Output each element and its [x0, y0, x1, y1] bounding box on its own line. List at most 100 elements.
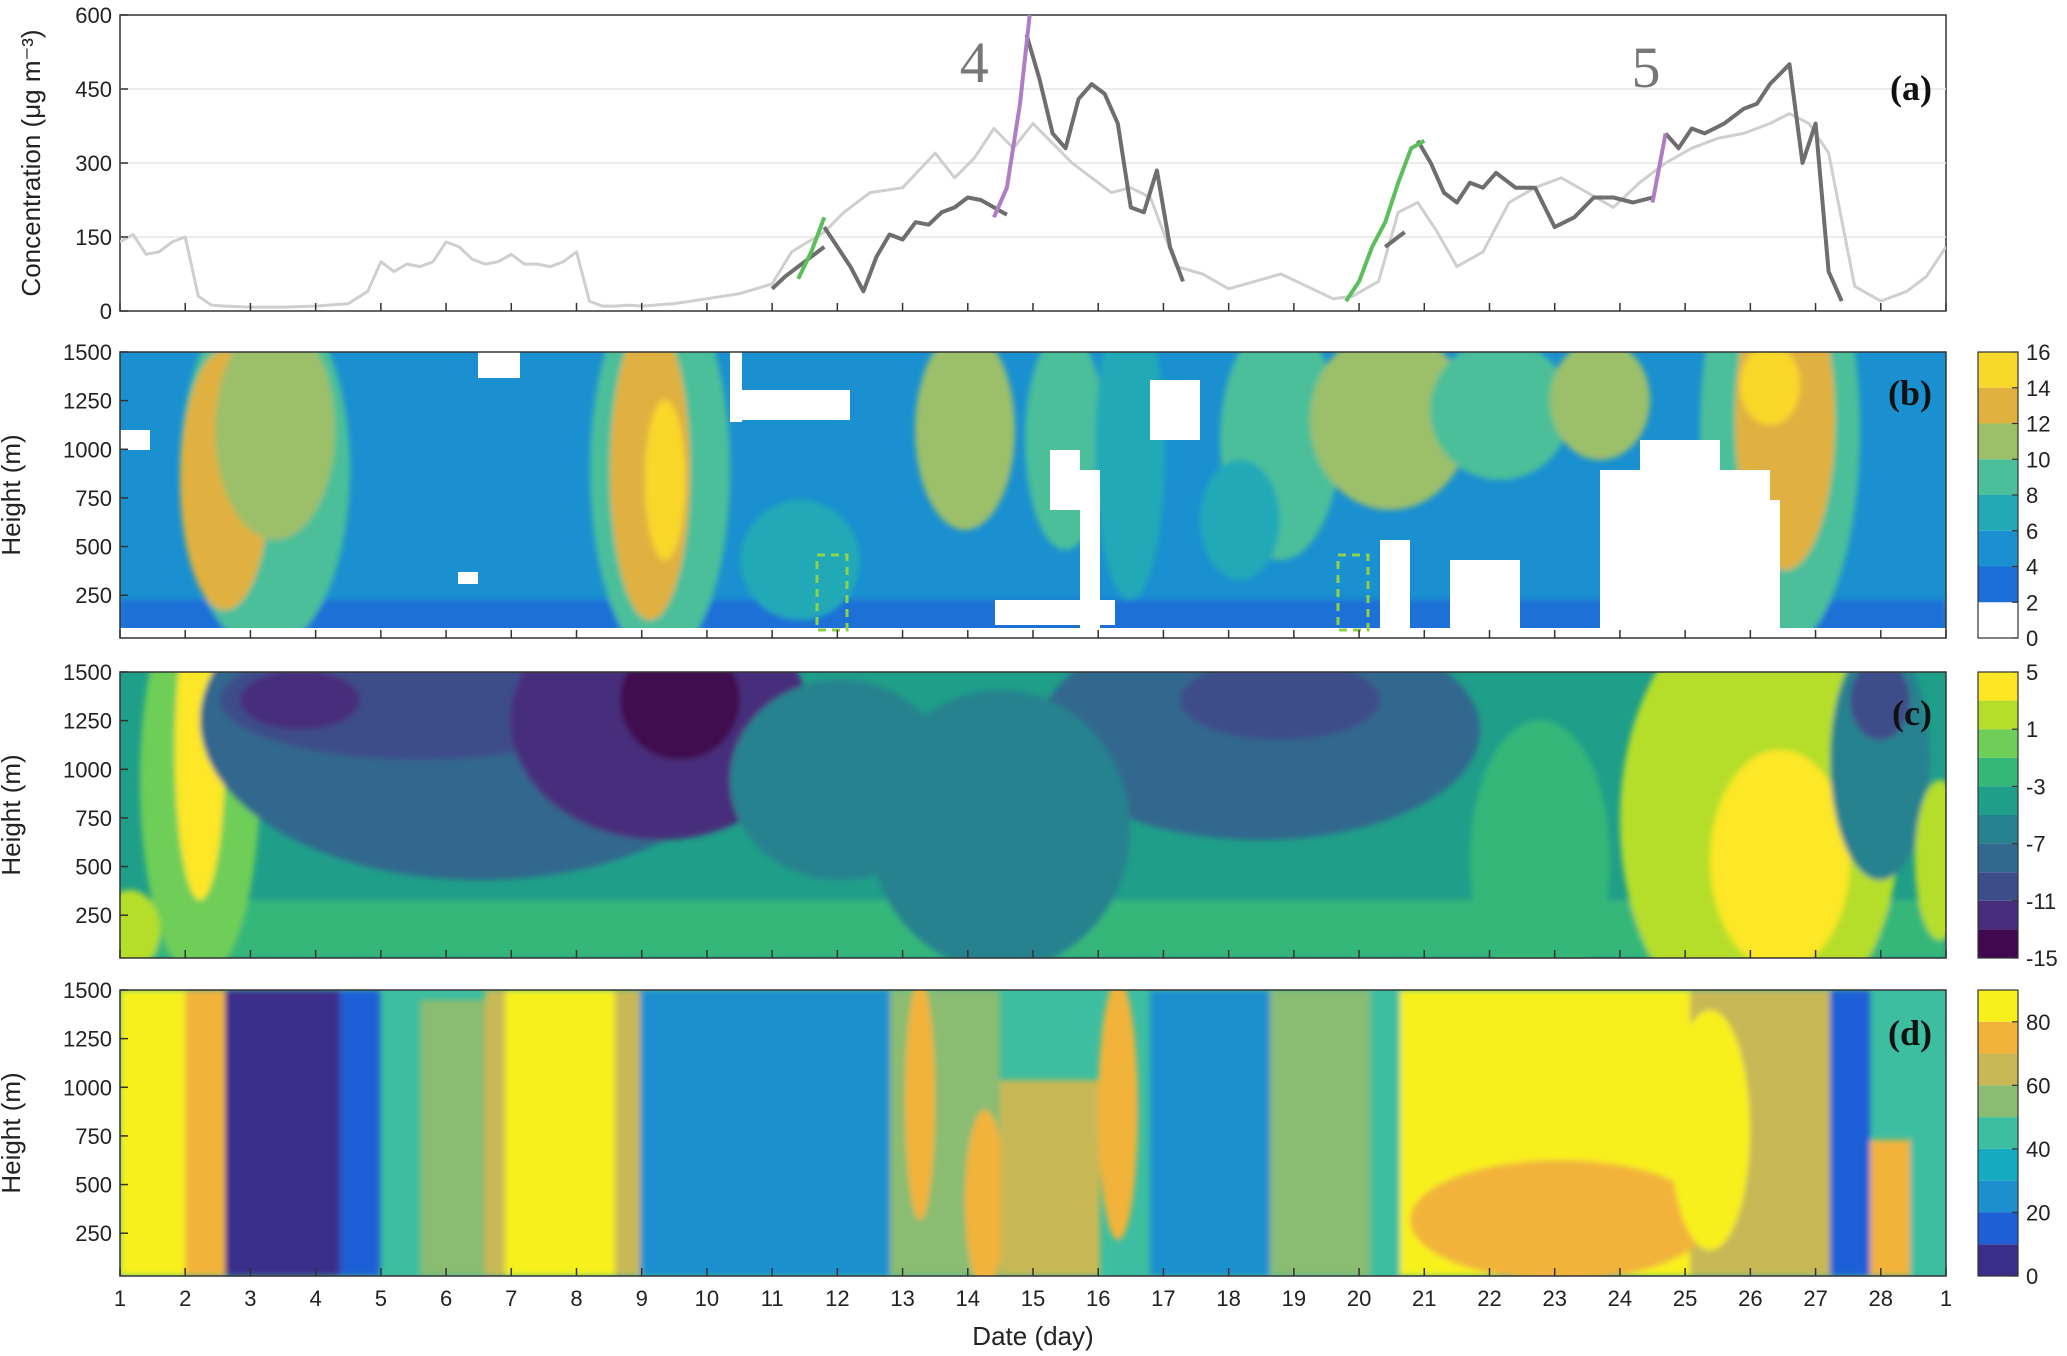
- colorbar-tick-label: 10: [2026, 447, 2050, 472]
- panel-a-series: [120, 15, 1946, 309]
- colorbar-tick-label: 60: [2026, 1073, 2050, 1098]
- colorbar-swatch: [1978, 352, 2018, 388]
- ytick-label: 1500: [63, 660, 112, 685]
- xtick-label: 9: [636, 1286, 648, 1311]
- ytick-label: 1500: [63, 340, 112, 365]
- ytick-label: 1000: [63, 757, 112, 782]
- panel-a-yticks: 0 150 300 450 600: [75, 3, 128, 324]
- xtick-label: 2: [179, 1286, 191, 1311]
- dark-series-line: [822, 195, 1008, 294]
- colorbar-tick-label: 8: [2026, 483, 2038, 508]
- xtick-label: 4: [310, 1286, 322, 1311]
- xtick-label: 13: [890, 1286, 914, 1311]
- ytick-label: 250: [75, 583, 112, 608]
- panel-d-yticks: 250 500 750 1000 1250 1500: [63, 978, 128, 1246]
- ytick-label: 1250: [63, 389, 112, 414]
- panel-c: 250 500 750 1000 1250 1500 Height (m) (c) -15…: [0, 660, 2058, 971]
- panel-a: 0 150 300 450 600 Concentration (μg m⁻³) (a)…: [16, 3, 1947, 324]
- green-series-line: [1344, 139, 1426, 303]
- episode-label-5: 5: [1632, 35, 1661, 100]
- colorbar-swatch: [1978, 459, 2018, 495]
- panel-a-gridlines: [120, 88, 1946, 238]
- xtick-label: 11: [761, 1286, 784, 1311]
- colorbar-tick-label: 1: [2026, 717, 2038, 742]
- ytick-label: 1250: [63, 709, 112, 734]
- xtick-label: 10: [695, 1286, 719, 1311]
- xtick-label: 28: [1869, 1286, 1893, 1311]
- panel-d: 250 500 750 1000 1250 1500 Height (m) (d) 0 20…: [0, 978, 2050, 1289]
- colorbar-swatch: [1978, 1021, 2018, 1054]
- colorbar-tick-label: 14: [2026, 376, 2050, 401]
- panel-c-yticks: 250 500 750 1000 1250 1500: [63, 660, 128, 928]
- xtick-label: 3: [244, 1286, 256, 1311]
- colorbar-tick-label: 4: [2026, 555, 2038, 580]
- x-axis-label: Date (day): [972, 1321, 1093, 1351]
- ytick-label: 450: [75, 77, 112, 102]
- colorbar-tick-label: 0: [2026, 1264, 2038, 1289]
- dark-series-line: [1024, 34, 1185, 283]
- panel-b-label: (b): [1888, 373, 1932, 413]
- panel-b: 250 500 750 1000 1250 1500 Height (m) (b) 0 2 4…: [0, 340, 2050, 651]
- colorbar-swatch: [1978, 872, 2018, 901]
- purple-series-line: [992, 15, 1032, 219]
- colorbar-swatch: [1978, 672, 2018, 701]
- ytick-label: 0: [100, 299, 112, 324]
- ytick-label: 250: [75, 903, 112, 928]
- panel-b-colorbar: 0 2 4 6 8 10 12 14 16: [1977, 340, 2050, 651]
- xtick-label: 1: [1940, 1286, 1952, 1311]
- dark-series-line: [1383, 230, 1406, 249]
- panel-a-label: (a): [1890, 68, 1932, 108]
- ytick-label: 1000: [63, 1075, 112, 1100]
- colorbar-swatch: [1978, 900, 2018, 930]
- purple-series-line: [1650, 133, 1668, 203]
- colorbar-tick-label: 5: [2026, 660, 2038, 685]
- panel-a-ylabel: Concentration (μg m⁻³): [16, 29, 46, 296]
- xtick-label: 20: [1347, 1286, 1371, 1311]
- colorbar-swatch: [1978, 1180, 2018, 1213]
- colorbar-swatch: [1978, 929, 2018, 958]
- colorbar-tick-label: 6: [2026, 519, 2038, 544]
- colorbar-swatch: [1978, 1117, 2018, 1149]
- xtick-label: 14: [956, 1286, 980, 1311]
- colorbar-swatch: [1978, 843, 2018, 873]
- colorbar-swatch: [1978, 1053, 2018, 1086]
- ytick-label: 500: [75, 535, 112, 560]
- xtick-label: 23: [1542, 1286, 1566, 1311]
- colorbar-swatch: [1978, 566, 2018, 603]
- panel-d-field: [120, 990, 1946, 1276]
- ytick-label: 300: [75, 151, 112, 176]
- colorbar-swatch: [1978, 602, 2018, 638]
- xtick-label: 16: [1086, 1286, 1110, 1311]
- colorbar-swatch: [1978, 495, 2018, 531]
- ytick-label: 750: [75, 806, 112, 831]
- colorbar-frame: [1977, 989, 2019, 1277]
- colorbar-swatch: [1978, 530, 2018, 567]
- episode-4-onset-box: [815, 553, 849, 632]
- xtick-label: 12: [825, 1286, 849, 1311]
- panel-c-field: [120, 672, 1946, 958]
- colorbar-tick-label: 16: [2026, 340, 2050, 365]
- colorbar-swatch: [1978, 1148, 2018, 1181]
- colorbar-tick-label: 80: [2026, 1010, 2050, 1035]
- colorbar-swatch: [1978, 786, 2018, 815]
- xtick-label: 6: [440, 1286, 452, 1311]
- colorbar-swatch: [1978, 815, 2018, 844]
- xtick-label: 25: [1673, 1286, 1697, 1311]
- colorbar-tick-label: 40: [2026, 1137, 2050, 1162]
- xtick-label: 8: [570, 1286, 582, 1311]
- dark-series-line: [1416, 139, 1653, 230]
- panel-b-field: [120, 352, 1946, 638]
- colorbar-tick-label: 2: [2026, 590, 2038, 615]
- ytick-label: 150: [75, 225, 112, 250]
- xtick-label: 1: [114, 1286, 126, 1311]
- green-series-line: [796, 216, 827, 280]
- dark-series-line: [1664, 62, 1844, 302]
- colorbar-tick-label: -7: [2026, 832, 2046, 857]
- xtick-label: 19: [1282, 1286, 1306, 1311]
- panel-d-ylabel: Height (m): [0, 1072, 26, 1193]
- ytick-label: 750: [75, 1124, 112, 1149]
- ytick-label: 1250: [63, 1027, 112, 1052]
- xtick-label: 7: [505, 1286, 517, 1311]
- xtick-label: 15: [1021, 1286, 1045, 1311]
